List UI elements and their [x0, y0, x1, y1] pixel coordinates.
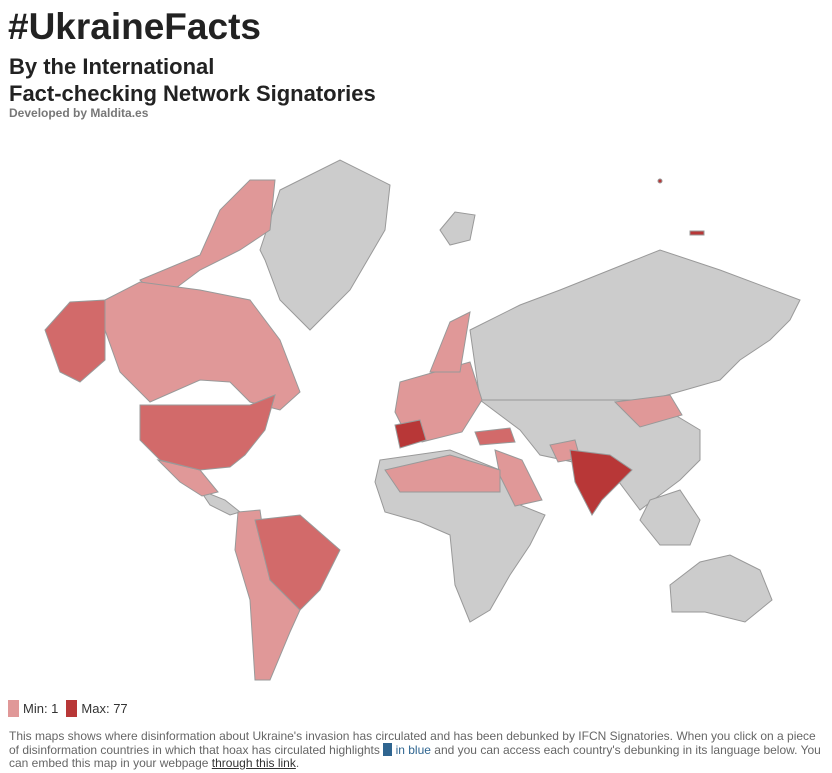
developer: Developed by Maldita.es: [9, 106, 149, 120]
mongolia[interactable]: [613, 394, 683, 428]
russia[interactable]: [469, 249, 801, 401]
se-asia[interactable]: [639, 489, 701, 546]
island[interactable]: [689, 230, 705, 236]
legend-swatch: [8, 700, 19, 717]
spain[interactable]: [394, 419, 427, 449]
footer-text: .: [295, 756, 300, 770]
svalbard[interactable]: [439, 211, 476, 246]
brazil[interactable]: [254, 514, 341, 611]
greenland[interactable]: [259, 159, 391, 331]
canada-arctic[interactable]: [139, 179, 276, 301]
embed-link[interactable]: through this link: [211, 756, 296, 770]
scandinavia[interactable]: [429, 311, 471, 373]
footer-highlight: in blue: [395, 743, 431, 757]
blue-swatch: [383, 743, 393, 756]
footer: This maps shows where disinformation abo…: [9, 730, 824, 770]
australia[interactable]: [669, 554, 773, 623]
island[interactable]: [657, 178, 663, 184]
world-map: [44, 159, 801, 681]
turkey[interactable]: [474, 427, 516, 446]
north-africa[interactable]: [384, 454, 501, 493]
title: #UkraineFacts: [8, 6, 261, 47]
legend-max: Max: 77: [81, 701, 128, 716]
legend-swatch: [66, 700, 78, 717]
usa[interactable]: [139, 394, 276, 471]
india[interactable]: [569, 449, 633, 516]
alaska[interactable]: [44, 299, 106, 383]
legend: Min: 1 Max: 77: [8, 700, 128, 717]
footer-text: This maps shows where disinformation abo…: [9, 729, 816, 757]
footer-text: and you can access each country's debunk…: [9, 743, 821, 770]
legend-min: Min: 1: [23, 701, 59, 716]
central-america[interactable]: [198, 488, 242, 516]
canada[interactable]: [104, 281, 301, 411]
subtitle: Fact-checking Network Signatories: [9, 81, 376, 106]
subtitle: By the International: [9, 54, 215, 79]
